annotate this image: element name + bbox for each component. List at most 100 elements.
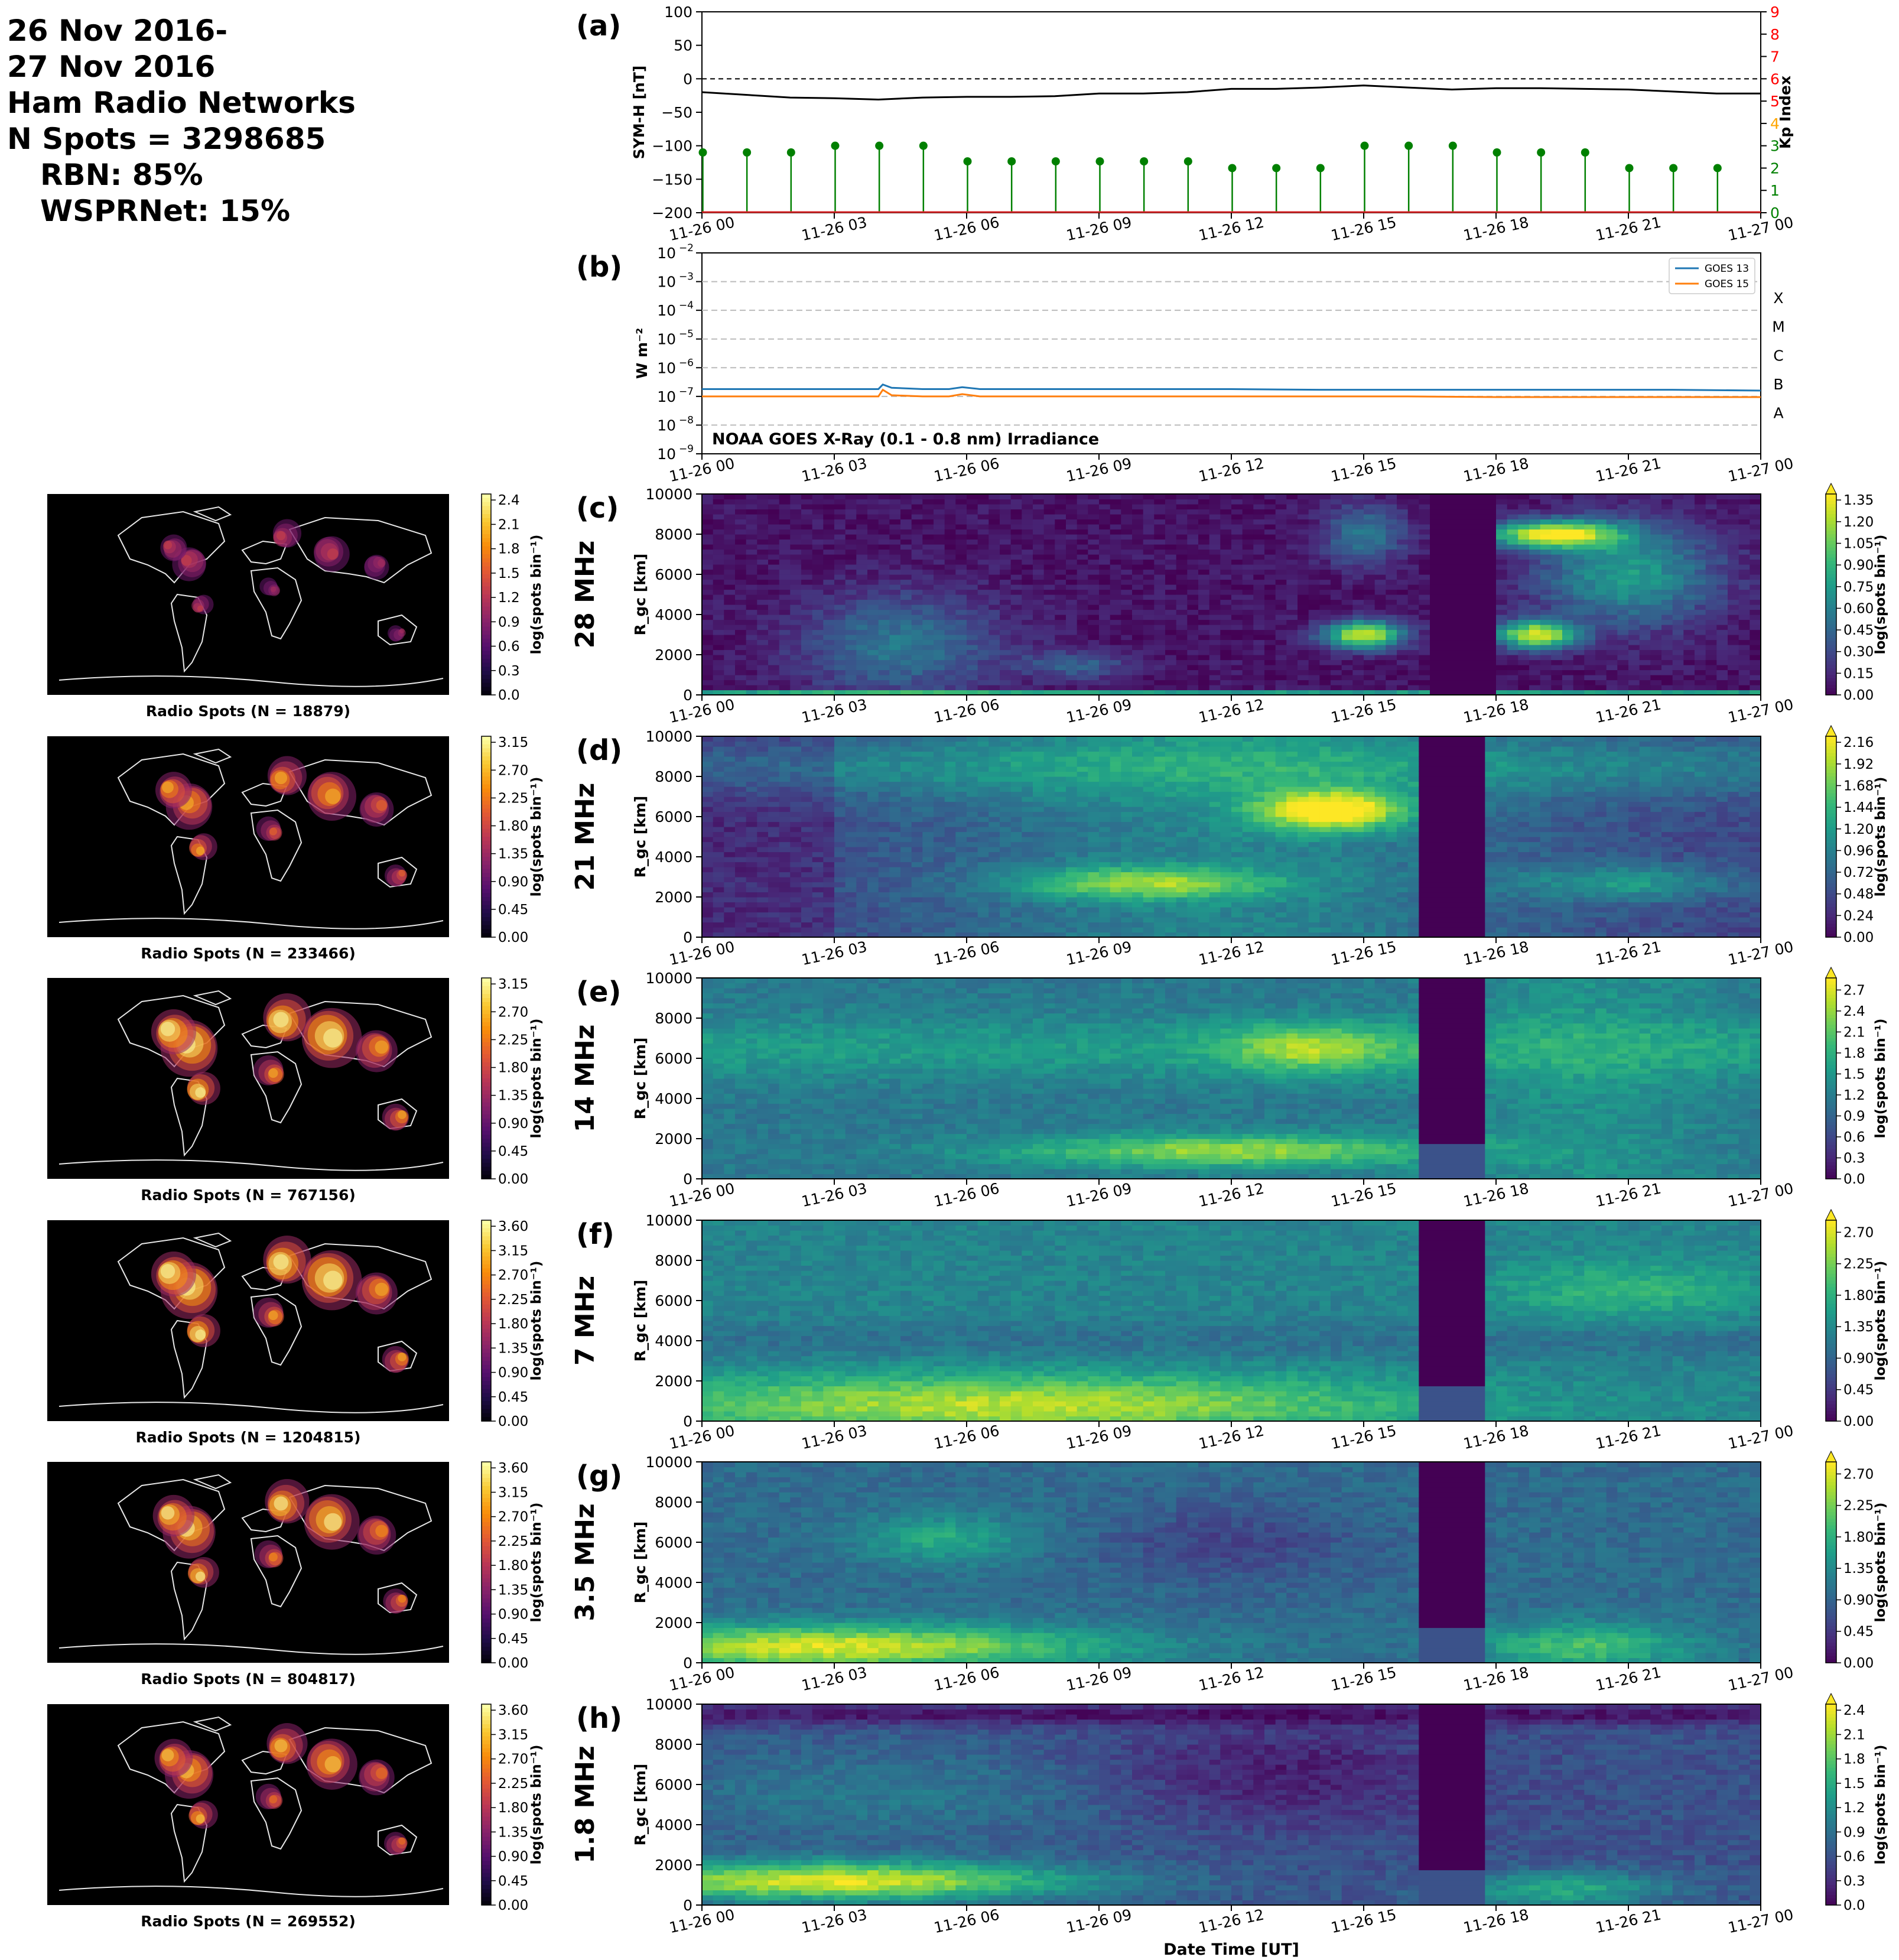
heatmap-cell [1739,580,1750,585]
heatmap-cell [1562,680,1573,685]
heatmap-cell [1022,539,1033,545]
heatmap-cell [1529,574,1540,580]
heatmap-cell [846,550,857,555]
heatmap-cell [1728,499,1739,505]
heatmap-cell [1706,680,1717,685]
heatmap-cell [1375,640,1386,645]
heatmap-cell [801,640,812,645]
heatmap-cell [1397,610,1408,615]
heatmap-cell [1485,550,1496,555]
heatmap-cell [746,912,757,918]
heatmap-cell [1143,514,1155,519]
heatmap-cell [1640,494,1651,499]
heatmap-cell [988,550,1000,555]
heatmap-cell [1551,550,1562,555]
heatmap-cell [1132,574,1143,580]
heatmap-cell [735,786,746,792]
heatmap-cell [1430,509,1441,515]
colorbar-segment [482,506,491,510]
heatmap-cell [1231,665,1243,670]
heatmap-cell [1286,680,1298,685]
heatmap-cell [1441,604,1452,610]
heatmap-cell [1176,584,1188,590]
heatmap-cell [768,534,779,539]
heatmap-cell [922,564,934,570]
heatmap-cell [1209,594,1221,600]
heatmap-cell [746,797,757,802]
colorbar-segment [482,510,491,514]
heatmap-cell [779,922,791,928]
heatmap-cell [988,524,1000,529]
heatmap-cell [846,529,857,535]
heatmap-cell [1595,615,1607,620]
heatmap-cell [1331,524,1342,529]
heatmap-cell [1673,594,1684,600]
heatmap-cell [1375,635,1386,640]
heatmap-cell [1540,635,1552,640]
flare-class-label: X [1773,290,1783,307]
heatmap-cell [1573,685,1585,690]
heatmap-cell [1650,650,1661,655]
heatmap-cell [735,766,746,772]
heatmap-cell [1386,604,1397,610]
heatmap-cell [1397,615,1408,620]
heatmap-cell [879,574,890,580]
heatmap-cell [1276,665,1287,670]
heatmap-cell [1033,564,1044,570]
heatmap-cell [1507,509,1518,515]
heatmap-cell [1441,670,1452,675]
heatmap-cell [1364,635,1375,640]
heatmap-cell [724,580,735,585]
heatmap-cell [922,615,934,620]
heatmap-cell [1716,539,1728,545]
heatmap-cell [1198,615,1209,620]
heatmap-cell [1132,560,1143,565]
heatmap-cell [735,927,746,932]
heatmap-cell [1331,534,1342,539]
heatmap-cell [1286,529,1298,535]
heatmap-cell [1331,625,1342,630]
heatmap-cell [779,539,791,545]
heatmap-cell [1342,650,1353,655]
heatmap-cell [978,544,989,550]
heatmap-cell [1033,665,1044,670]
heatmap-cell [1540,580,1552,585]
heatmap-cell [1562,594,1573,600]
heatmap-cell [1640,640,1651,645]
heatmap-cell [912,494,923,499]
heatmap-cell [1276,580,1287,585]
heatmap-cell [1298,504,1309,509]
heatmap-cell [1673,685,1684,690]
heatmap-cell [1540,590,1552,595]
heatmap-cell [1739,574,1750,580]
heatmap-cell [779,902,791,908]
heatmap-cell [1154,685,1165,690]
heatmap-cell [1110,650,1121,655]
heatmap-cell [1452,594,1463,600]
heatmap-cell [1209,580,1221,585]
heatmap-cell [746,756,757,762]
heatmap-cell [889,615,900,620]
heatmap-cell [834,620,846,625]
heatmap-cell [1375,645,1386,650]
heatmap-cell [1099,580,1110,585]
heatmap-cell [1198,564,1209,570]
heatmap-cell [1243,570,1254,575]
heatmap-cell [823,529,834,535]
heatmap-cell [1066,524,1077,529]
heatmap-cell [1298,550,1309,555]
heatmap-cell [1562,675,1573,680]
heatmap-cell [1220,685,1231,690]
heatmap-cell [1529,630,1540,635]
heatmap-cell [1209,610,1221,615]
heatmap-cell [1628,635,1640,640]
heatmap-cell [746,509,757,515]
heatmap-cell [900,544,912,550]
heatmap-cell [1750,685,1761,690]
colorbar-segment [482,518,491,522]
heatmap-cell [1419,494,1430,499]
heatmap-cell [1683,635,1695,640]
heatmap-cell [1507,680,1518,685]
heatmap-cell [702,797,713,802]
